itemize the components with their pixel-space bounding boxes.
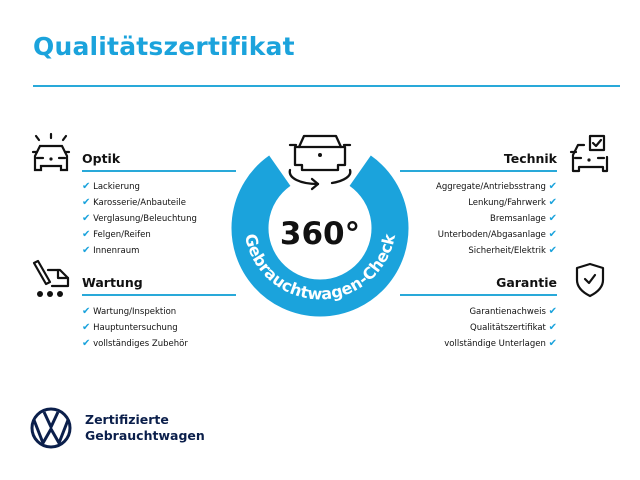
badge-ring bbox=[231, 155, 409, 317]
garantie-heading: Garantie bbox=[496, 275, 557, 290]
list-item: Sicherheit/Elektrik ✔ bbox=[468, 245, 557, 256]
list-item: ✔ Innenraum bbox=[82, 245, 140, 256]
car-lights-icon bbox=[31, 132, 71, 172]
check-icon: ✔ bbox=[548, 245, 557, 256]
check-icon: ✔ bbox=[548, 306, 557, 317]
technik-heading: Technik bbox=[503, 151, 557, 166]
optik-heading: Optik bbox=[82, 151, 121, 166]
list-item: Unterboden/Abgasanlage ✔ bbox=[437, 229, 557, 240]
list-item: ✔ Felgen/Reifen bbox=[82, 229, 151, 240]
technik-list: Aggregate/Antriebsstrang ✔ Lenkung/Fahrw… bbox=[436, 179, 557, 259]
technik-divider bbox=[400, 170, 557, 172]
check-icon: ✔ bbox=[548, 229, 557, 240]
title-divider bbox=[33, 85, 620, 87]
garantie-list: Garantienachweis ✔ Qualitätszertifikat ✔… bbox=[444, 304, 557, 352]
list-item: ✔ Lackierung bbox=[82, 181, 140, 192]
car-checkbox-icon bbox=[569, 134, 609, 173]
garantie-divider bbox=[400, 294, 557, 296]
list-item: ✔ Hauptuntersuchung bbox=[82, 322, 178, 333]
360-label: 360° bbox=[280, 216, 360, 252]
check-icon: ✔ bbox=[82, 245, 91, 256]
check-icon: ✔ bbox=[548, 181, 557, 192]
service-van-icon bbox=[32, 259, 70, 297]
list-item: Garantienachweis ✔ bbox=[469, 306, 557, 317]
wartung-list: ✔ Wartung/Inspektion ✔ Hauptuntersuchung… bbox=[82, 304, 188, 352]
wartung-heading: Wartung bbox=[82, 275, 143, 290]
list-item: Lenkung/Fahrwerk ✔ bbox=[468, 197, 557, 208]
optik-list: ✔ Lackierung ✔ Karosserie/Anbauteile ✔ V… bbox=[82, 179, 197, 259]
list-item: ✔ Verglasung/Beleuchtung bbox=[82, 213, 197, 224]
check-icon: ✔ bbox=[82, 197, 91, 208]
check-icon: ✔ bbox=[82, 181, 91, 192]
check-icon: ✔ bbox=[82, 322, 91, 333]
check-icon: ✔ bbox=[82, 338, 91, 349]
car-rotate-icon bbox=[288, 134, 352, 191]
optik-divider bbox=[82, 170, 236, 172]
check-icon: ✔ bbox=[548, 322, 557, 333]
check-icon: ✔ bbox=[548, 338, 557, 349]
page-title: Qualitätszertifikat bbox=[33, 32, 295, 61]
brand-text: Zertifizierte Gebrauchtwagen bbox=[85, 412, 205, 443]
check-icon: ✔ bbox=[548, 197, 557, 208]
list-item: ✔ vollständiges Zubehör bbox=[82, 338, 188, 349]
check-icon: ✔ bbox=[82, 213, 91, 224]
list-item: ✔ Karosserie/Anbauteile bbox=[82, 197, 186, 208]
vw-logo bbox=[30, 407, 72, 449]
list-item: ✔ Wartung/Inspektion bbox=[82, 306, 177, 317]
check-icon: ✔ bbox=[82, 229, 91, 240]
check-icon: ✔ bbox=[82, 306, 91, 317]
list-item: Bremsanlage ✔ bbox=[490, 213, 557, 224]
list-item: Aggregate/Antriebsstrang ✔ bbox=[436, 181, 557, 192]
list-item: vollständige Unterlagen ✔ bbox=[444, 338, 557, 349]
check-icon: ✔ bbox=[548, 213, 557, 224]
shield-check-icon bbox=[575, 262, 605, 298]
list-item: Qualitätszertifikat ✔ bbox=[470, 322, 557, 333]
wartung-divider bbox=[82, 294, 236, 296]
